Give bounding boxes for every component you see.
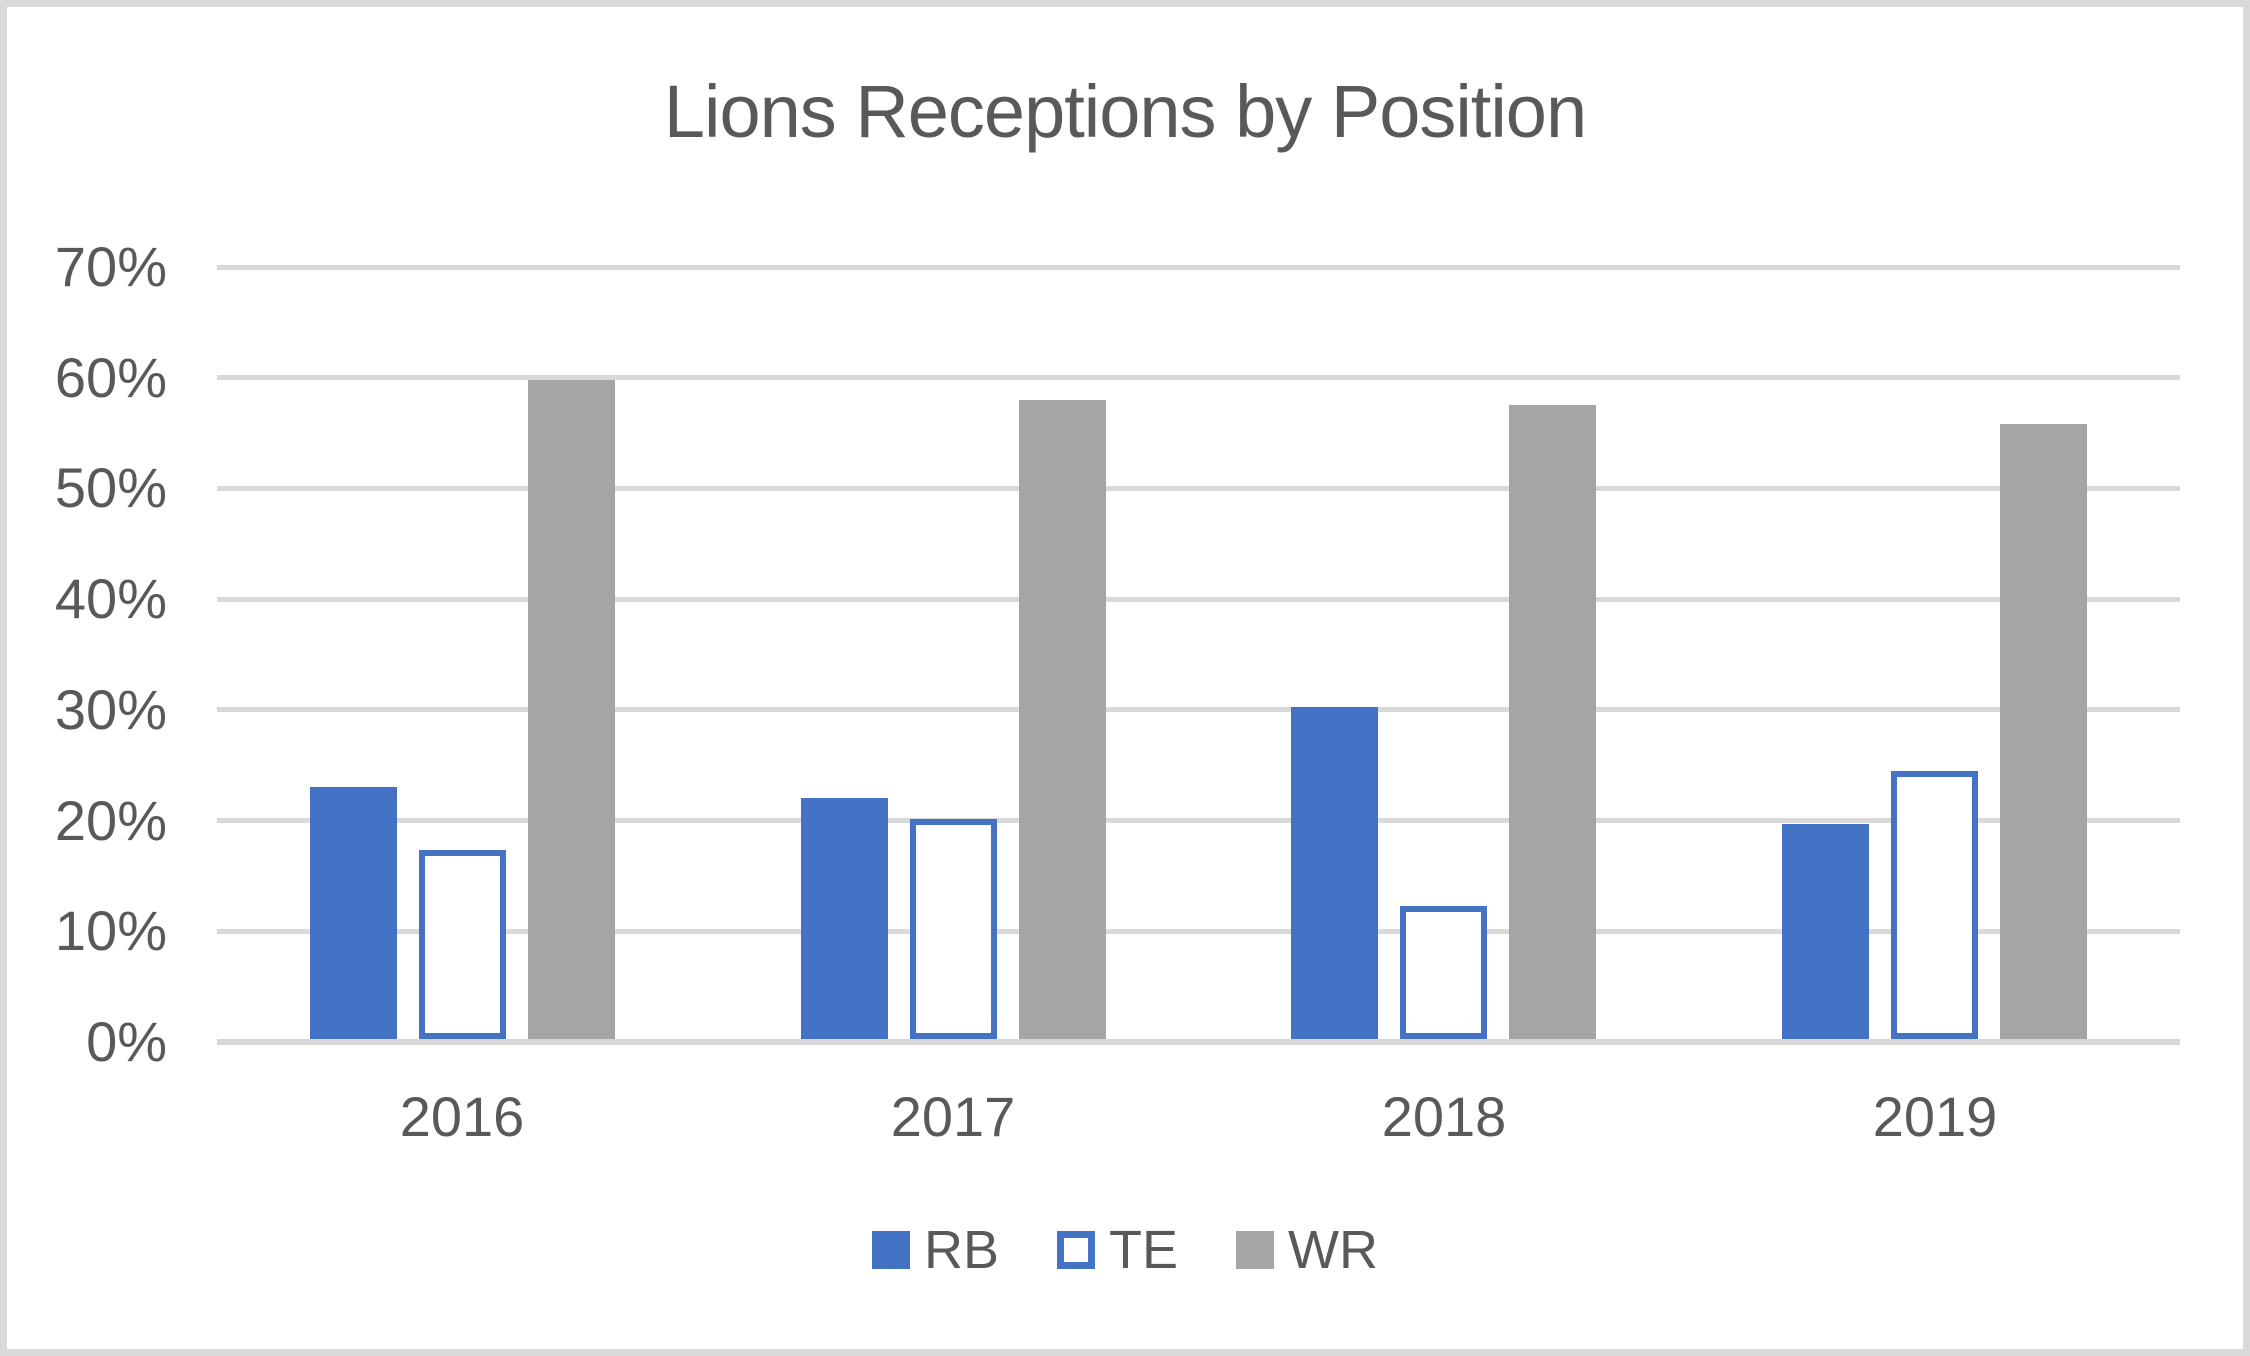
bar-te-2017 bbox=[910, 819, 997, 1039]
x-tick-label-2016: 2016 bbox=[399, 1085, 525, 1148]
bar-rb-2019 bbox=[1782, 824, 1869, 1039]
y-tick-label-20: 20% bbox=[54, 789, 167, 852]
bar-te-2016 bbox=[419, 850, 506, 1039]
legend: RB TE WR bbox=[7, 1223, 2243, 1277]
x-tick-label-2018: 2018 bbox=[1381, 1085, 1507, 1148]
gridline-70 bbox=[217, 265, 2180, 270]
legend-label-rb: RB bbox=[924, 1220, 1000, 1280]
legend-label-wr: WR bbox=[1288, 1220, 1378, 1280]
bar-rb-2018 bbox=[1291, 707, 1378, 1039]
bar-wr-2019 bbox=[2000, 424, 2087, 1039]
bar-rb-2017 bbox=[801, 798, 888, 1039]
gridline-20 bbox=[217, 818, 2180, 823]
bar-te-2018 bbox=[1400, 906, 1487, 1039]
legend-swatch-wr bbox=[1236, 1231, 1275, 1269]
y-tick-label-60: 60% bbox=[54, 346, 167, 409]
legend-item-wr: WR bbox=[1236, 1223, 1378, 1277]
x-tick-label-2017: 2017 bbox=[890, 1085, 1016, 1148]
gridline-60 bbox=[217, 375, 2180, 380]
x-tick-label-2019: 2019 bbox=[1872, 1085, 1998, 1148]
bar-rb-2016 bbox=[310, 787, 397, 1039]
legend-swatch-rb bbox=[872, 1231, 910, 1269]
gridline-30 bbox=[217, 707, 2180, 712]
bar-wr-2016 bbox=[528, 380, 615, 1039]
gridline-10 bbox=[217, 929, 2180, 934]
legend-item-rb: RB bbox=[872, 1223, 999, 1277]
y-tick-label-0: 0% bbox=[86, 1010, 167, 1073]
chart-title: Lions Receptions by Position bbox=[663, 70, 1587, 153]
y-tick-label-10: 10% bbox=[54, 899, 167, 962]
legend-label-te: TE bbox=[1109, 1220, 1179, 1280]
legend-swatch-te bbox=[1057, 1231, 1096, 1269]
bar-te-2019 bbox=[1891, 771, 1978, 1039]
gridline-40 bbox=[217, 597, 2180, 602]
y-tick-label-30: 30% bbox=[54, 678, 167, 741]
bar-wr-2018 bbox=[1509, 405, 1596, 1039]
y-tick-label-50: 50% bbox=[54, 456, 167, 519]
bar-wr-2017 bbox=[1019, 400, 1106, 1039]
gridline-50 bbox=[217, 486, 2180, 491]
x-axis-line bbox=[217, 1039, 2180, 1045]
y-tick-label-40: 40% bbox=[54, 567, 167, 630]
y-tick-label-70: 70% bbox=[54, 235, 167, 298]
legend-item-te: TE bbox=[1057, 1223, 1178, 1277]
